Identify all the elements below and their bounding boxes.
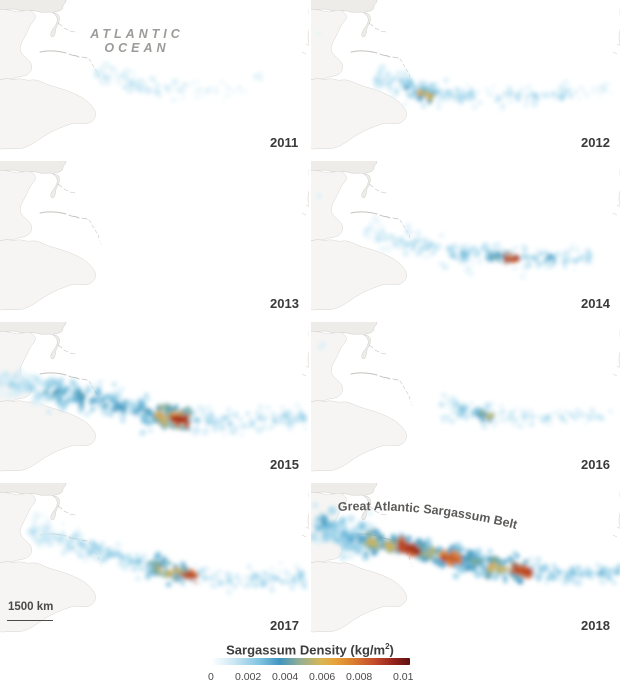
svg-text:Great Atlantic Sargassum Belt: Great Atlantic Sargassum Belt [338, 499, 520, 532]
